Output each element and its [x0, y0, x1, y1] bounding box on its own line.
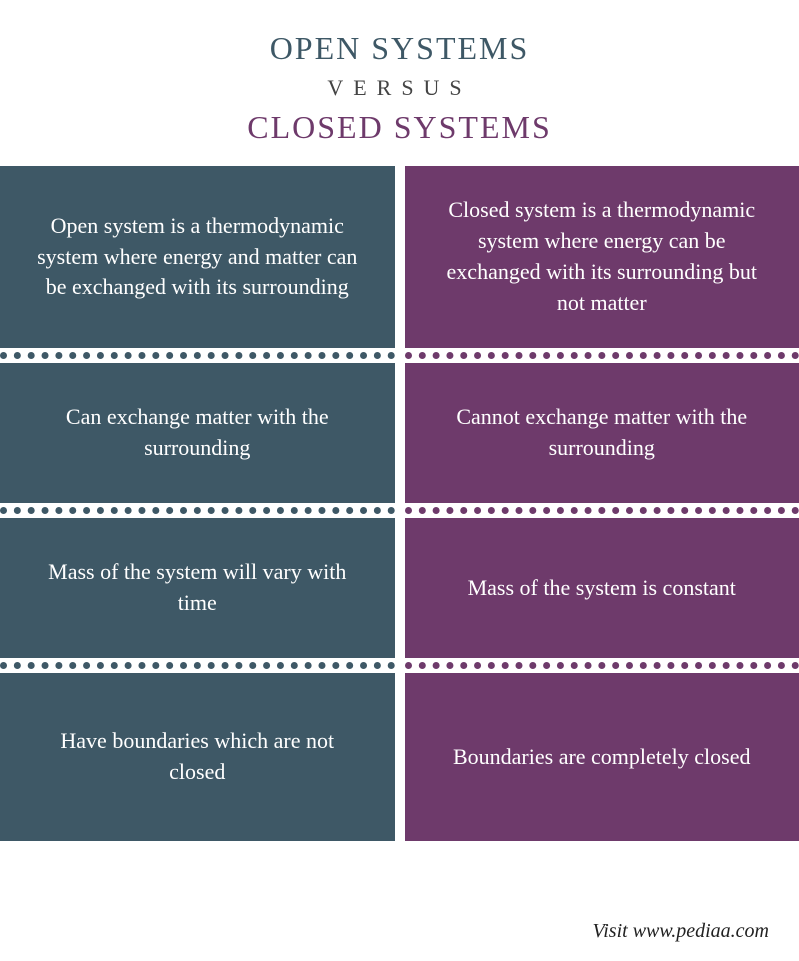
left-cell-0: Open system is a thermodynamic system wh…: [0, 166, 395, 348]
right-cell-3: Boundaries are completely closed: [405, 673, 799, 841]
header: OPEN SYSTEMS VERSUS CLOSED SYSTEMS: [0, 0, 799, 166]
left-divider-0: [0, 352, 395, 359]
comparison-columns: Open system is a thermodynamic system wh…: [0, 166, 799, 841]
footer-credit: Visit www.pediaa.com: [593, 920, 769, 943]
left-cell-2: Mass of the system will vary with time: [0, 518, 395, 658]
right-cell-1: Cannot exchange matter with the surround…: [405, 363, 799, 503]
left-cell-1: Can exchange matter with the surrounding: [0, 363, 395, 503]
right-divider-1: [405, 507, 799, 514]
left-divider-1: [0, 507, 395, 514]
right-divider-2: [405, 662, 799, 669]
left-column: Open system is a thermodynamic system wh…: [0, 166, 395, 841]
title-open-systems: OPEN SYSTEMS: [20, 30, 779, 67]
right-divider-0: [405, 352, 799, 359]
title-closed-systems: CLOSED SYSTEMS: [20, 109, 779, 146]
right-cell-2: Mass of the system is constant: [405, 518, 799, 658]
right-column: Closed system is a thermodynamic system …: [405, 166, 799, 841]
right-cell-0: Closed system is a thermodynamic system …: [405, 166, 799, 348]
left-divider-2: [0, 662, 395, 669]
left-cell-3: Have boundaries which are not closed: [0, 673, 395, 841]
title-versus: VERSUS: [20, 75, 779, 101]
